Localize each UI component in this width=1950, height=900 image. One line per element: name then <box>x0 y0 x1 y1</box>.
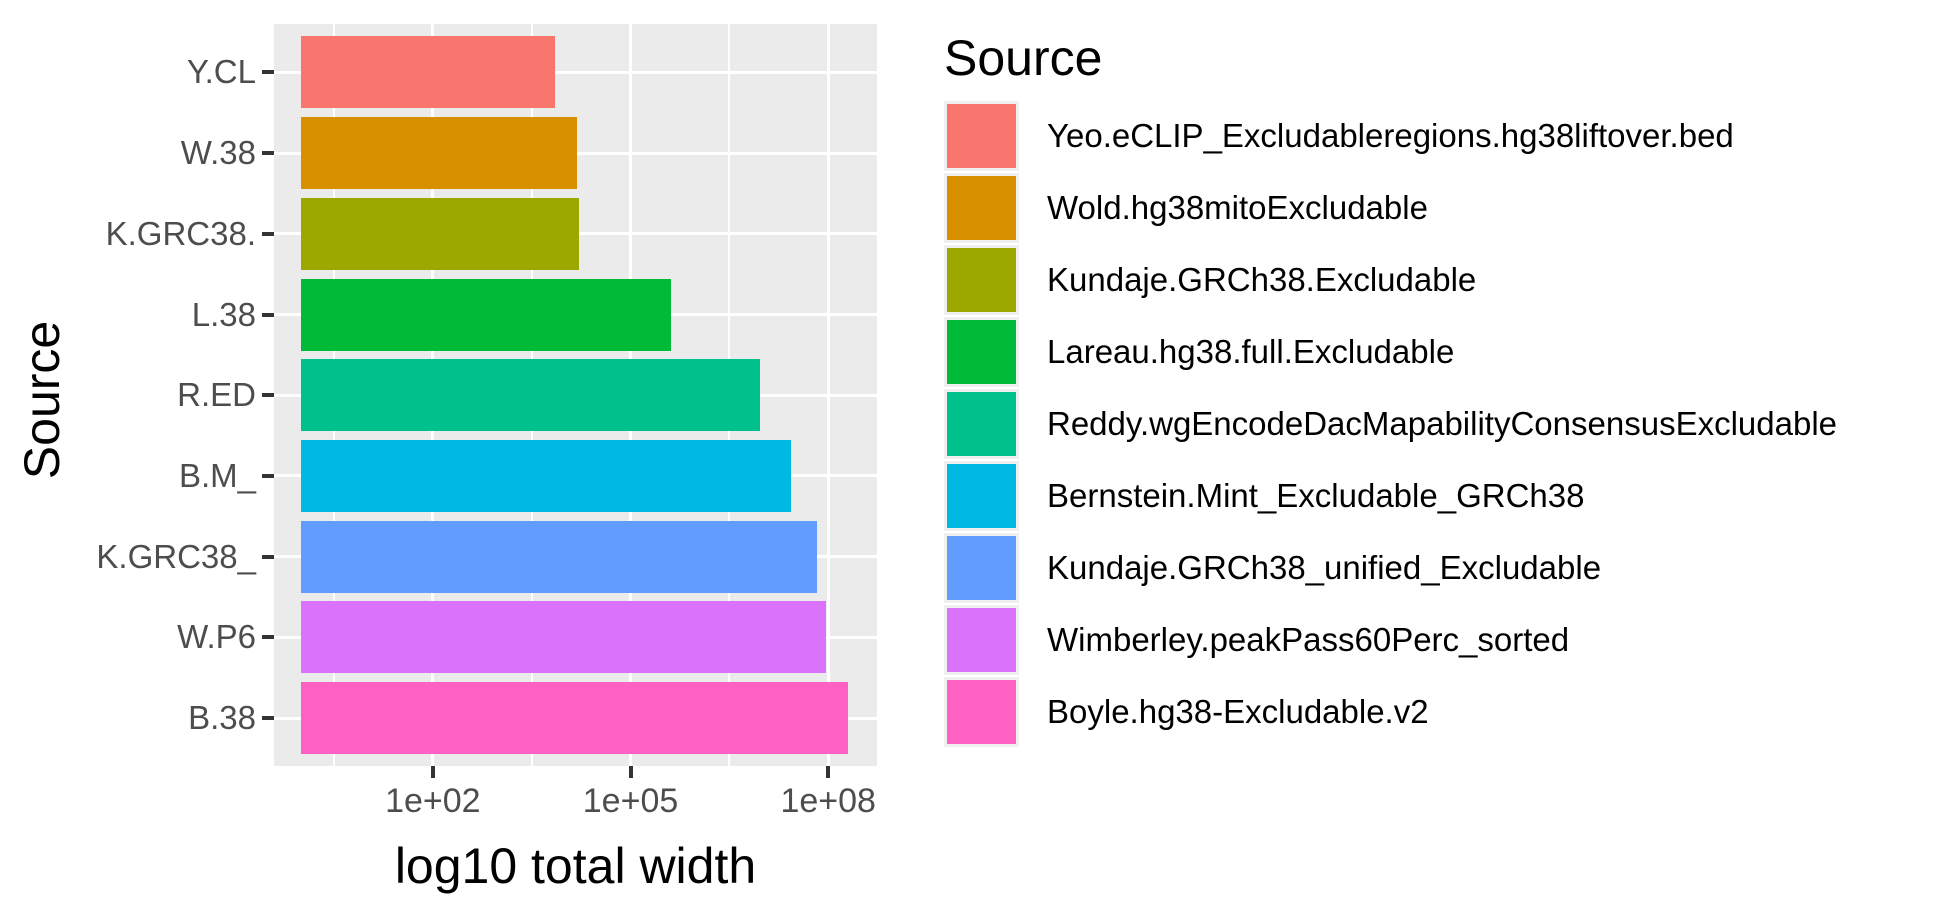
legend-row: Wold.hg38mitoExcludable <box>944 172 1837 244</box>
legend-color-swatch <box>947 392 1016 456</box>
x-tick-label: 1e+08 <box>780 782 876 820</box>
y-tick-label: B.38 <box>188 699 256 737</box>
bar <box>301 439 792 512</box>
legend-rows: Yeo.eCLIP_Excludableregions.hg38liftover… <box>944 100 1837 748</box>
x-tick-label: 1e+05 <box>582 782 679 820</box>
y-tick-label: B.M_ <box>178 456 256 494</box>
bar <box>301 36 555 109</box>
legend-label: Wimberley.peakPass60Perc_sorted <box>1047 621 1570 658</box>
bar <box>301 520 818 593</box>
legend-color-swatch <box>947 536 1016 600</box>
y-tick-label: K.GRC38. <box>105 214 256 252</box>
legend-key <box>944 173 1019 243</box>
x-tick-mark <box>430 766 435 778</box>
plot-panel <box>274 24 877 766</box>
legend-label: Boyle.hg38-Excludable.v2 <box>1047 693 1429 730</box>
y-tick-label: K.GRC38_ <box>96 537 256 575</box>
bar <box>301 197 580 270</box>
legend-label: Wold.hg38mitoExcludable <box>1047 189 1428 226</box>
legend-title: Source <box>944 30 1103 86</box>
legend-row: Boyle.hg38-Excludable.v2 <box>944 676 1837 748</box>
y-tick-mark <box>262 312 274 317</box>
legend-color-swatch <box>947 320 1016 384</box>
y-tick-mark <box>262 231 274 236</box>
y-tick-mark <box>262 473 274 478</box>
legend: Source Yeo.eCLIP_Excludableregions.hg38l… <box>944 28 1837 748</box>
legend-key <box>944 605 1019 675</box>
y-tick-mark <box>262 554 274 559</box>
y-tick-mark <box>262 393 274 398</box>
y-tick-label: W.38 <box>180 134 256 172</box>
y-tick-mark <box>262 70 274 75</box>
bar <box>301 682 848 755</box>
legend-color-swatch <box>947 248 1016 312</box>
y-tick-mark <box>262 716 274 721</box>
x-tick-label: 1e+02 <box>385 782 481 820</box>
x-tick-mark <box>628 766 633 778</box>
legend-key <box>944 317 1019 387</box>
y-tick-label: Y.CL <box>186 53 256 91</box>
legend-row: Bernstein.Mint_Excludable_GRCh38 <box>944 460 1837 532</box>
legend-color-swatch <box>947 680 1016 744</box>
legend-label: Kundaje.GRCh38_unified_Excludable <box>1047 549 1602 586</box>
legend-row: Yeo.eCLIP_Excludableregions.hg38liftover… <box>944 100 1837 172</box>
legend-label: Kundaje.GRCh38.Excludable <box>1047 261 1477 298</box>
legend-row: Wimberley.peakPass60Perc_sorted <box>944 604 1837 676</box>
legend-row: Kundaje.GRCh38.Excludable <box>944 244 1837 316</box>
legend-key <box>944 245 1019 315</box>
y-tick-label: R.ED <box>177 376 256 414</box>
legend-key <box>944 389 1019 459</box>
legend-label: Yeo.eCLIP_Excludableregions.hg38liftover… <box>1047 117 1734 154</box>
bar <box>301 359 761 432</box>
y-tick-label: W.P6 <box>177 618 256 656</box>
bar <box>301 117 578 190</box>
legend-row: Kundaje.GRCh38_unified_Excludable <box>944 532 1837 604</box>
bar <box>301 601 827 674</box>
y-tick-mark <box>262 635 274 640</box>
legend-key <box>944 677 1019 747</box>
legend-key <box>944 533 1019 603</box>
bar <box>301 278 672 351</box>
legend-label: Reddy.wgEncodeDacMapabilityConsensusExcl… <box>1047 405 1838 442</box>
legend-key <box>944 101 1019 171</box>
legend-color-swatch <box>947 464 1016 528</box>
x-axis-title: log10 total width <box>394 838 757 894</box>
x-tick-mark <box>826 766 831 778</box>
legend-label: Lareau.hg38.full.Excludable <box>1047 333 1455 370</box>
legend-label: Bernstein.Mint_Excludable_GRCh38 <box>1047 477 1585 514</box>
legend-color-swatch <box>947 176 1016 240</box>
y-tick-label: L.38 <box>191 295 256 333</box>
major-gridline-horizontal <box>274 70 877 74</box>
legend-color-swatch <box>947 608 1016 672</box>
legend-row: Lareau.hg38.full.Excludable <box>944 316 1837 388</box>
legend-color-swatch <box>947 104 1016 168</box>
y-tick-mark <box>262 151 274 156</box>
legend-row: Reddy.wgEncodeDacMapabilityConsensusExcl… <box>944 388 1837 460</box>
legend-key <box>944 461 1019 531</box>
